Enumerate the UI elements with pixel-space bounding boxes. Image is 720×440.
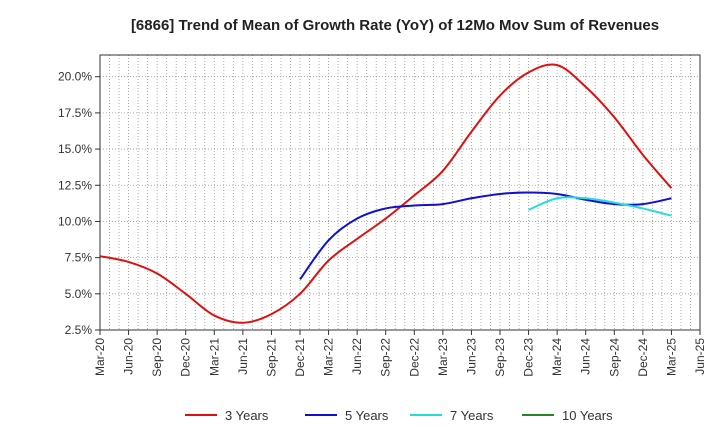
series-line-5-years [299, 191, 672, 280]
legend-item-3-years: 3 Years [185, 408, 269, 423]
legend-item-10-years: 10 Years [522, 408, 613, 423]
x-tick-label: Jun-25 [693, 338, 707, 375]
y-tick-label: 12.5% [58, 178, 92, 192]
legend: 3 Years 5 Years 7 Years 10 Years [185, 408, 613, 423]
x-tick-label: Dec-23 [522, 338, 536, 377]
x-tick-label: Dec-24 [636, 338, 650, 377]
grid [100, 55, 700, 331]
y-tick-label: 5.0% [65, 287, 93, 301]
x-tick-label: Dec-20 [179, 338, 193, 377]
x-tick-label: Jun-23 [464, 338, 478, 375]
x-tick-label: Jun-24 [579, 338, 593, 375]
x-tick-label: Sep-24 [607, 338, 621, 377]
y-tick-label: 17.5% [58, 106, 92, 120]
x-tick-label: Mar-20 [93, 338, 107, 376]
x-tick-label: Mar-25 [664, 338, 678, 376]
x-tick-label: Dec-21 [293, 338, 307, 377]
y-tick-label: 15.0% [58, 142, 92, 156]
x-tick-label: Mar-23 [436, 338, 450, 376]
y-tick-label: 2.5% [65, 323, 93, 337]
legend-label: 5 Years [345, 408, 389, 423]
x-tick-label: Sep-23 [493, 338, 507, 377]
series-line-7-years [528, 196, 672, 217]
x-tick-label: Mar-24 [550, 338, 564, 376]
x-tick-label: Mar-22 [322, 338, 336, 376]
y-tick-label: 20.0% [58, 70, 92, 84]
y-tick-label: 7.5% [65, 251, 93, 265]
x-axis: Mar-20 Jun-20 Sep-20 Dec-20 Mar-21 Jun-21 Sep-… [93, 330, 707, 377]
plot-frame [99, 54, 701, 331]
x-tick-label: Sep-22 [379, 338, 393, 377]
legend-item-5-years: 5 Years [305, 408, 389, 423]
x-tick-label: Dec-22 [407, 338, 421, 377]
x-tick-label: Sep-20 [150, 338, 164, 377]
y-tick-label: 10.0% [58, 214, 92, 228]
series-line-3-years [99, 63, 673, 324]
chart-title: [6866] Trend of Mean of Growth Rate (YoY… [131, 17, 659, 34]
x-tick-label: Sep-21 [264, 338, 278, 377]
x-tick-label: Mar-21 [207, 338, 221, 376]
legend-item-7-years: 7 Years [410, 408, 494, 423]
legend-label: 3 Years [225, 408, 269, 423]
x-tick-label: Jun-21 [236, 338, 250, 375]
legend-label: 10 Years [562, 408, 613, 423]
y-axis: 2.5% 5.0% 7.5% 10.0% 12.5% 15.0% 17.5% 20.0% [58, 70, 100, 337]
x-tick-label: Jun-22 [350, 338, 364, 375]
legend-label: 7 Years [450, 408, 494, 423]
x-tick-label: Jun-20 [122, 338, 136, 375]
series-layer [99, 63, 673, 324]
